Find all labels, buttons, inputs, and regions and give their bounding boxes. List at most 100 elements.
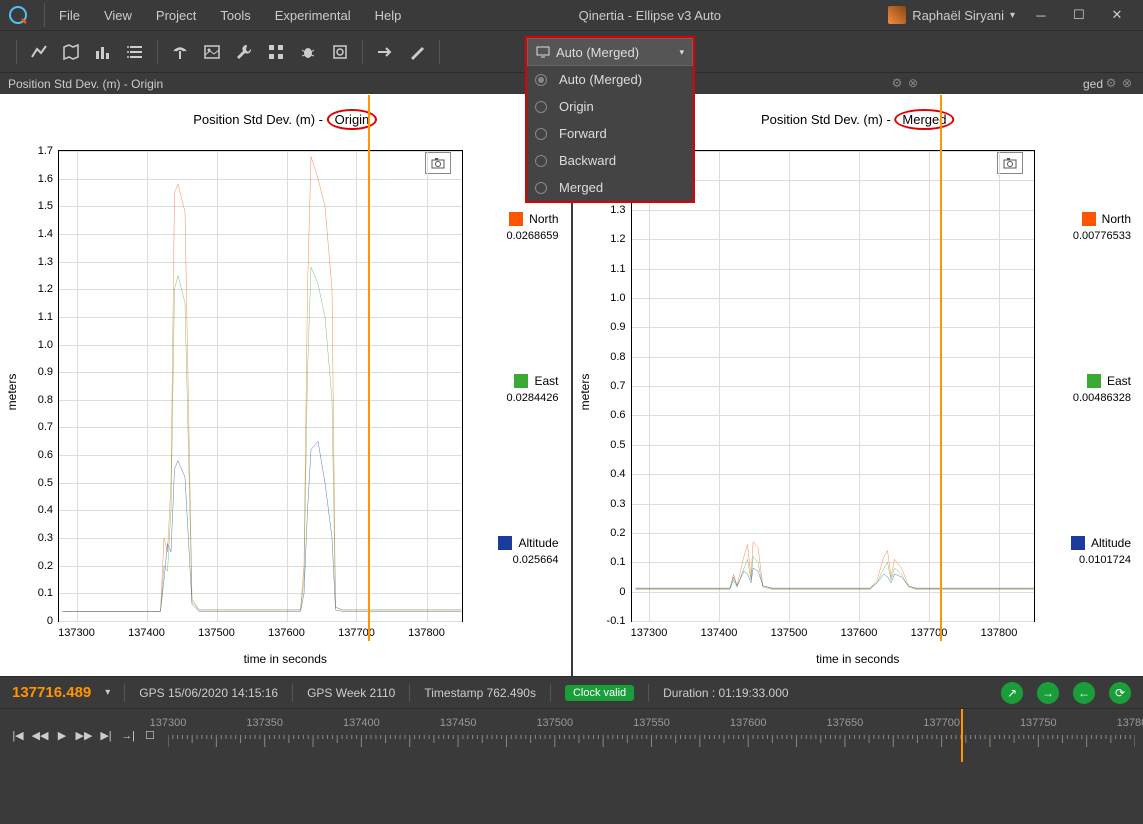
- window-title: Qinertia - Ellipse v3 Auto: [411, 8, 888, 23]
- y-tick: 1.2: [38, 283, 59, 295]
- timeline-tick: 137350: [246, 717, 283, 729]
- divider: [648, 684, 649, 702]
- tab-close-right[interactable]: ⊗: [1119, 76, 1135, 92]
- y-tick: 0: [619, 586, 631, 598]
- radio-icon: [535, 74, 547, 86]
- grid-icon[interactable]: [262, 38, 290, 66]
- y-tick: 1.2: [610, 233, 631, 245]
- x-tick: 137600: [268, 621, 305, 639]
- menu-help[interactable]: Help: [365, 4, 412, 27]
- legend-swatch: [498, 536, 512, 550]
- timeline-tick: 137750: [1020, 717, 1057, 729]
- y-tick: 0.6: [610, 409, 631, 421]
- timeline-cursor[interactable]: [961, 709, 963, 762]
- list-icon[interactable]: [121, 38, 149, 66]
- timeline: |◀ ◀◀ ▶ ▶▶ ▶| →| ☐ 137300137350137400137…: [0, 708, 1143, 762]
- menubar: File View Project Tools Experimental Hel…: [49, 4, 411, 27]
- plot-area[interactable]: 00.10.20.30.40.50.60.70.80.91.01.11.21.3…: [58, 150, 463, 622]
- clock-valid-badge: Clock valid: [565, 685, 634, 701]
- menu-project[interactable]: Project: [146, 4, 206, 27]
- legend-swatch: [509, 212, 523, 226]
- plot-area[interactable]: -0.100.10.20.30.40.50.60.70.80.91.01.11.…: [631, 150, 1036, 622]
- map-icon[interactable]: [57, 38, 85, 66]
- step-button[interactable]: →|: [118, 726, 138, 746]
- image-icon[interactable]: [198, 38, 226, 66]
- gear-icon[interactable]: [326, 38, 354, 66]
- chart-title: Position Std Dev. (m) - Merged: [761, 112, 954, 127]
- skip-start-button[interactable]: |◀: [8, 726, 28, 746]
- legend-item: East: [514, 374, 558, 388]
- status-ts: Timestamp 762.490s: [424, 686, 536, 700]
- legend-value: 0.025664: [513, 554, 559, 566]
- x-tick: 137500: [771, 621, 808, 639]
- statusbar: 137716.489 ▾ GPS 15/06/2020 14:15:16 GPS…: [0, 676, 1143, 708]
- nav-button-3[interactable]: ←: [1073, 682, 1095, 704]
- legend-label: Altitude: [1091, 536, 1131, 550]
- nav-button-4[interactable]: ⟳: [1109, 682, 1131, 704]
- line-chart-icon[interactable]: [25, 38, 53, 66]
- divider: [409, 684, 410, 702]
- x-tick: 137400: [701, 621, 738, 639]
- y-tick: 1.5: [38, 200, 59, 212]
- tab-gear-icon[interactable]: ⚙: [889, 76, 905, 92]
- monitor-icon: [536, 45, 550, 59]
- menu-tools[interactable]: Tools: [210, 4, 260, 27]
- bug-icon[interactable]: [294, 38, 322, 66]
- wrench-icon[interactable]: [230, 38, 258, 66]
- legend-label: North: [529, 212, 558, 226]
- dropdown-option-forward[interactable]: Forward: [527, 120, 693, 147]
- y-tick: 1.1: [610, 263, 631, 275]
- rewind-button[interactable]: ◀◀: [30, 726, 50, 746]
- nav-button-2[interactable]: →: [1037, 682, 1059, 704]
- user-name: Raphaël Siryani: [912, 8, 1004, 23]
- nav-button-1[interactable]: ↗: [1001, 682, 1023, 704]
- y-tick: 0.3: [610, 498, 631, 510]
- timeline-tick: 137400: [343, 717, 380, 729]
- menu-experimental[interactable]: Experimental: [265, 4, 361, 27]
- cursor-line[interactable]: [368, 95, 370, 641]
- legend-label: Altitude: [518, 536, 558, 550]
- menu-view[interactable]: View: [94, 4, 142, 27]
- chevron-down-icon: ▾: [679, 47, 684, 58]
- antenna-icon[interactable]: [166, 38, 194, 66]
- y-tick: 0.2: [610, 527, 631, 539]
- x-tick: 137600: [841, 621, 878, 639]
- divider: [157, 40, 158, 64]
- tab-gear-icon[interactable]: ⚙: [1103, 76, 1119, 92]
- dropdown-selected[interactable]: Auto (Merged) ▾: [527, 38, 693, 66]
- y-tick: 0.9: [610, 321, 631, 333]
- radio-icon: [535, 128, 547, 140]
- legend-item: East: [1087, 374, 1131, 388]
- legend-value: 0.0268659: [507, 230, 559, 242]
- x-tick: 137300: [58, 621, 95, 639]
- tab-title-left: Position Std Dev. (m) - Origin: [8, 77, 889, 91]
- y-tick: 1.3: [38, 256, 59, 268]
- user-menu[interactable]: Raphaël Siryani ▾: [888, 6, 1015, 24]
- skip-end-button[interactable]: ▶|: [96, 726, 116, 746]
- window-buttons: ─ ☐ ✕: [1023, 1, 1135, 29]
- minimize-button[interactable]: ─: [1023, 1, 1059, 29]
- forward-button[interactable]: ▶▶: [74, 726, 94, 746]
- dropdown-option-merged[interactable]: Merged: [527, 174, 693, 201]
- dropdown-option-origin[interactable]: Origin: [527, 93, 693, 120]
- timeline-track[interactable]: 1373001373501374001374501375001375501376…: [168, 709, 1135, 762]
- divider: [124, 684, 125, 702]
- dropdown-option-backward[interactable]: Backward: [527, 147, 693, 174]
- close-button[interactable]: ✕: [1099, 1, 1135, 29]
- app-logo-icon: [8, 5, 28, 25]
- y-tick: -0.1: [607, 615, 632, 627]
- y-tick: 1.0: [38, 339, 59, 351]
- chevron-down-icon[interactable]: ▾: [105, 687, 110, 698]
- bar-chart-icon[interactable]: [89, 38, 117, 66]
- arrow-right-icon[interactable]: [371, 38, 399, 66]
- y-tick: 0.5: [610, 439, 631, 451]
- tab-close-left[interactable]: ⊗: [905, 76, 921, 92]
- chart-left: Position Std Dev. (m) - Originmeterstime…: [0, 94, 571, 676]
- play-button[interactable]: ▶: [52, 726, 72, 746]
- maximize-button[interactable]: ☐: [1061, 1, 1097, 29]
- x-tick: 137800: [408, 621, 445, 639]
- cursor-line[interactable]: [940, 95, 942, 641]
- dropdown-option-auto[interactable]: Auto (Merged): [527, 66, 693, 93]
- brush-icon[interactable]: [403, 38, 431, 66]
- menu-file[interactable]: File: [49, 4, 90, 27]
